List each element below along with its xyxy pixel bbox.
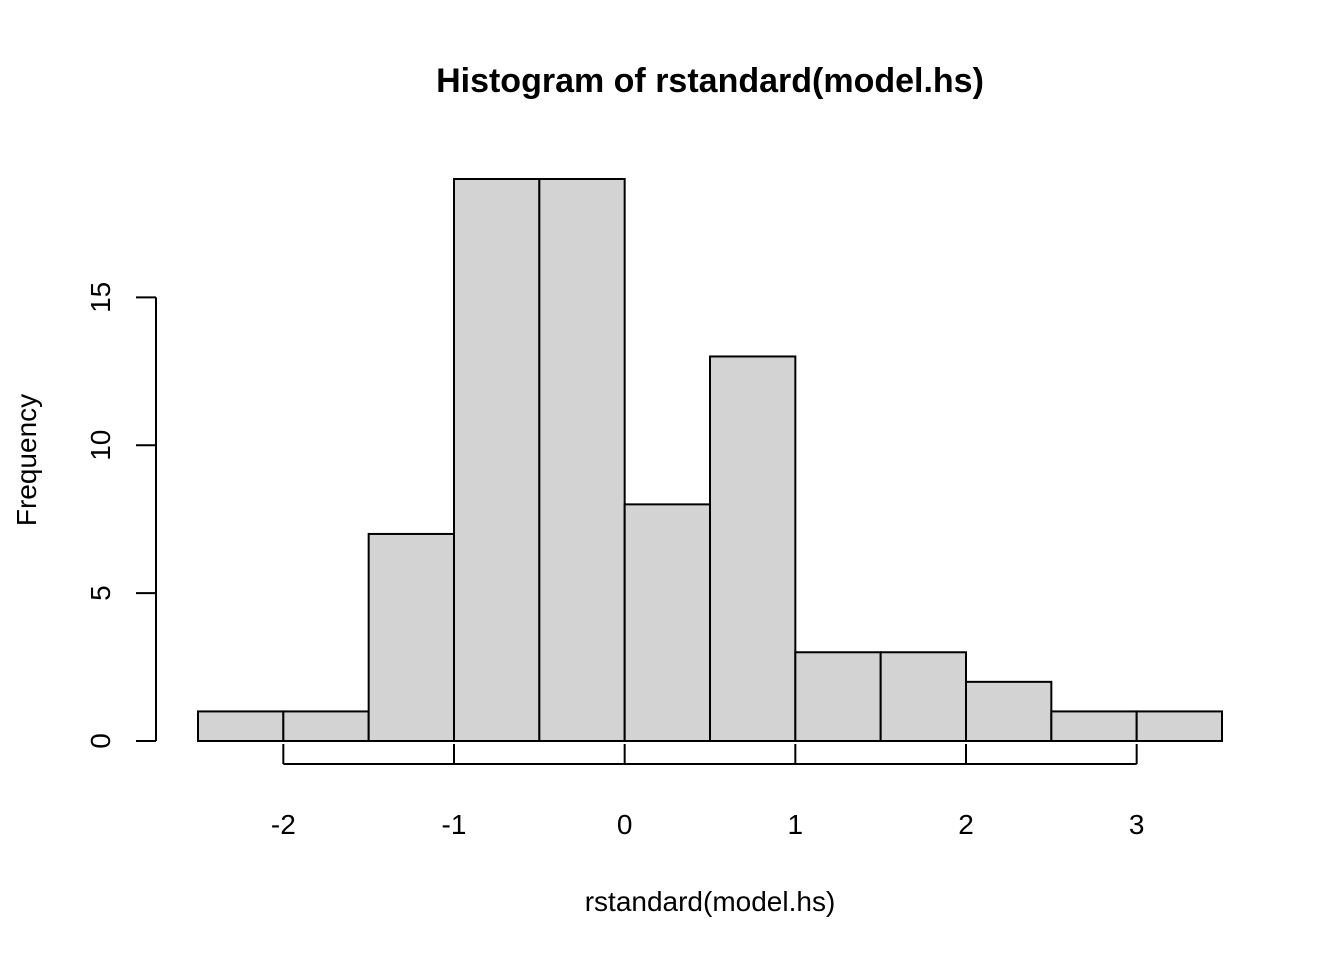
x-tick-label: -2 — [271, 809, 296, 840]
y-axis: 0 5 10 15 — [85, 282, 157, 749]
y-axis-label: Frequency — [11, 394, 42, 526]
histogram-bar-2 — [367, 532, 455, 743]
x-tick-label: -1 — [442, 809, 467, 840]
bars-group — [197, 178, 1223, 743]
histogram-bar-8 — [879, 651, 968, 743]
y-tick-label: 15 — [85, 282, 116, 313]
histogram-bar-11 — [1135, 710, 1223, 743]
y-tick-label: 10 — [85, 430, 116, 461]
histogram-bar-6 — [709, 355, 797, 742]
histogram-bar-1 — [282, 710, 370, 743]
histogram-bar-3 — [453, 178, 541, 742]
y-tick-label: 5 — [85, 585, 116, 601]
histogram-bar-5 — [623, 503, 712, 742]
histogram-bar-7 — [794, 651, 882, 743]
histogram-bar-9 — [965, 680, 1053, 742]
histogram-bar-0 — [197, 710, 285, 743]
y-tick-label: 0 — [85, 733, 116, 749]
x-axis-label: rstandard(model.hs) — [585, 886, 836, 917]
x-tick-label: 2 — [958, 809, 974, 840]
x-axis: -2 -1 0 1 2 3 — [271, 744, 1145, 840]
histogram-bar-4 — [538, 178, 626, 742]
x-tick-label: 1 — [788, 809, 804, 840]
x-tick-label: 3 — [1129, 809, 1145, 840]
histogram-bar-10 — [1050, 710, 1138, 743]
x-tick-label: 0 — [617, 809, 633, 840]
chart-title: Histogram of rstandard(model.hs) — [436, 62, 984, 100]
